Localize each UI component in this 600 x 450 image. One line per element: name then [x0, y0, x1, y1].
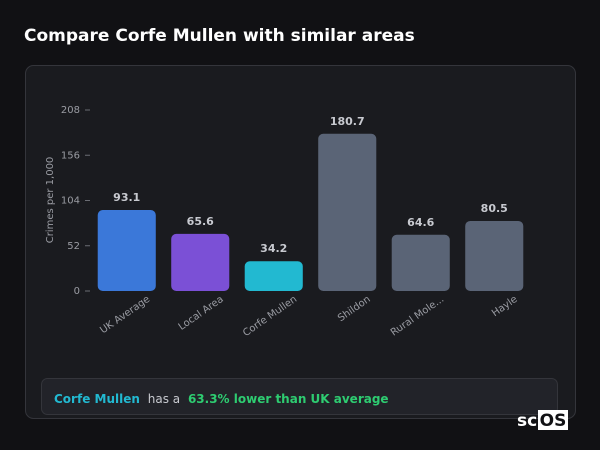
bar [97, 209, 156, 291]
summary-area: Corfe Mullen [54, 392, 140, 406]
bar [465, 220, 524, 291]
value-label: 34.2 [260, 242, 287, 255]
y-tick-label: 0 [74, 286, 80, 297]
bar [244, 261, 303, 291]
summary-text: has a [148, 392, 180, 406]
value-label: 180.7 [330, 115, 365, 128]
value-label: 80.5 [481, 202, 508, 215]
value-label: 65.6 [187, 215, 214, 228]
value-label: 93.1 [113, 191, 140, 204]
y-tick-label: 52 [67, 241, 80, 252]
y-axis-label: Crimes per 1,000 [45, 157, 56, 244]
bar [318, 133, 377, 291]
logo-box [538, 410, 568, 430]
chart-title: Compare Corfe Mullen with similar areas [24, 26, 415, 46]
bar [171, 233, 230, 291]
bar [391, 234, 450, 291]
y-tick-label: 156 [61, 150, 80, 161]
summary-highlight: 63.3% lower than UK average [188, 392, 389, 406]
card [25, 65, 576, 419]
logo-prefix: sc [517, 411, 537, 431]
summary: Corfe Mullen has a 63.3% lower than UK a… [54, 392, 389, 406]
summary-box [41, 378, 558, 415]
y-tick-label: 208 [61, 105, 80, 116]
y-tick-label: 104 [61, 196, 80, 207]
logo-boxed: OS [540, 411, 567, 431]
value-label: 64.6 [407, 216, 434, 229]
